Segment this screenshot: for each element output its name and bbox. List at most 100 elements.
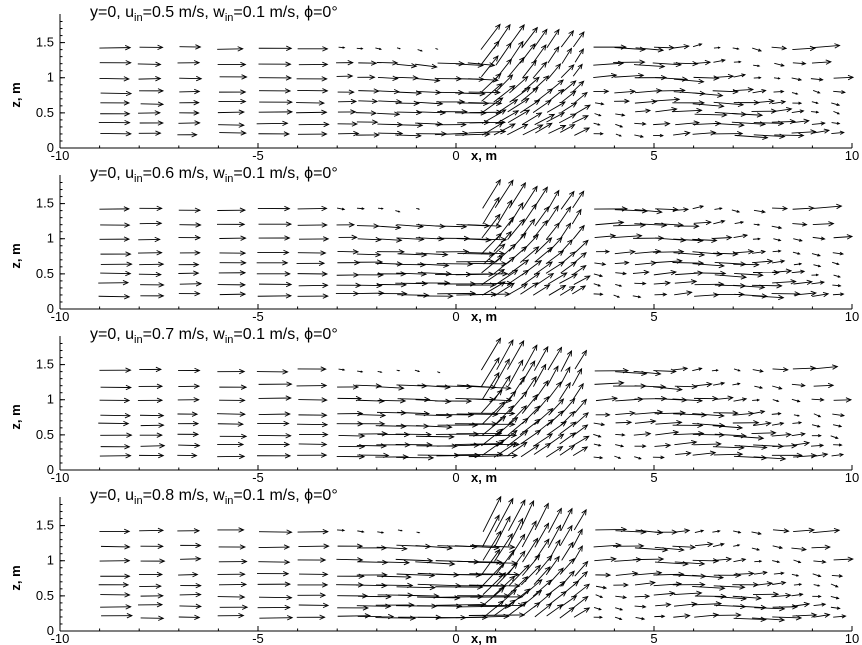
- velocity-arrow: [674, 223, 700, 229]
- velocity-arrow: [574, 91, 588, 104]
- velocity-arrow: [811, 121, 826, 126]
- velocity-arrow: [773, 77, 781, 80]
- velocity-arrow: [672, 44, 690, 50]
- velocity-arrow: [297, 222, 328, 228]
- y-axis-label: z, m: [8, 404, 23, 429]
- velocity-arrow: [811, 110, 820, 114]
- velocity-arrow: [338, 234, 358, 241]
- y-axis-label: z, m: [8, 82, 23, 107]
- velocity-arrow: [138, 271, 162, 278]
- x-axis-label: x, m: [471, 470, 497, 485]
- velocity-arrow: [179, 110, 200, 116]
- velocity-arrow: [545, 555, 560, 576]
- title-mid1: =0.5 m/s, w: [142, 4, 225, 21]
- y-tick-label: 1: [47, 392, 54, 407]
- velocity-arrow: [139, 120, 164, 126]
- velocity-arrow: [813, 413, 822, 418]
- velocity-arrow: [336, 528, 346, 532]
- velocity-arrow: [395, 100, 420, 107]
- x-tick-label: -10: [51, 309, 70, 324]
- velocity-arrow: [830, 596, 840, 600]
- velocity-arrow: [100, 261, 133, 267]
- velocity-arrow: [547, 189, 560, 211]
- velocity-arrow: [298, 236, 330, 242]
- velocity-arrow: [532, 99, 552, 113]
- velocity-arrow: [693, 219, 712, 226]
- velocity-arrow: [508, 550, 526, 575]
- velocity-arrow: [217, 207, 247, 213]
- velocity-arrow: [299, 571, 329, 578]
- y-tick-label: 0: [47, 301, 54, 316]
- velocity-arrow: [177, 411, 199, 417]
- velocity-arrow: [100, 573, 131, 579]
- velocity-arrow: [179, 100, 200, 106]
- velocity-arrow: [548, 539, 561, 561]
- velocity-arrow: [219, 260, 247, 266]
- velocity-arrow: [812, 527, 841, 534]
- y-axis-label: z, m: [8, 565, 23, 590]
- velocity-arrow: [615, 283, 623, 287]
- velocity-arrow: [595, 412, 611, 418]
- velocity-arrow: [811, 59, 832, 65]
- velocity-arrow: [634, 281, 647, 286]
- velocity-arrow: [396, 109, 423, 116]
- velocity-arrow: [792, 221, 808, 227]
- velocity-arrow: [793, 290, 817, 297]
- velocity-arrow: [831, 574, 844, 578]
- velocity-arrow: [480, 23, 501, 50]
- velocity-arrow: [179, 75, 203, 82]
- velocity-arrow: [395, 210, 401, 213]
- velocity-arrow: [357, 236, 382, 243]
- velocity-arrow: [634, 580, 656, 586]
- velocity-arrow: [813, 203, 843, 210]
- velocity-arrow: [752, 249, 767, 255]
- velocity-arrow: [533, 379, 549, 402]
- velocity-arrow: [177, 420, 200, 427]
- velocity-arrow: [508, 232, 527, 252]
- velocity-arrow: [593, 88, 610, 94]
- velocity-arrow: [508, 564, 530, 586]
- velocity-arrow: [594, 556, 617, 562]
- velocity-arrow: [614, 46, 647, 52]
- title-mid2: =0.1 m/s,: [233, 165, 305, 182]
- velocity-arrow: [615, 571, 639, 577]
- velocity-arrow: [296, 100, 326, 106]
- velocity-arrow: [792, 251, 801, 255]
- velocity-arrow: [296, 614, 326, 620]
- velocity-arrow: [654, 410, 687, 416]
- velocity-arrow: [692, 367, 703, 372]
- velocity-arrow: [574, 412, 589, 425]
- title-prefix: y=0, u: [90, 4, 135, 21]
- velocity-arrow: [754, 98, 776, 105]
- velocity-arrow: [521, 185, 538, 210]
- velocity-arrow: [296, 382, 328, 389]
- velocity-arrow: [811, 280, 825, 285]
- x-tick-label: 0: [452, 148, 459, 163]
- velocity-arrow: [593, 422, 606, 427]
- velocity-arrow: [561, 47, 573, 64]
- velocity-arrow: [655, 430, 680, 436]
- velocity-arrow: [468, 77, 499, 83]
- velocity-arrow: [693, 441, 722, 447]
- velocity-arrow: [714, 73, 735, 80]
- velocity-arrow: [140, 615, 165, 621]
- velocity-arrow: [100, 222, 131, 228]
- vector-field: [98, 178, 854, 301]
- velocity-arrow: [415, 63, 438, 69]
- velocity-arrow: [180, 542, 202, 549]
- velocity-arrow: [594, 102, 605, 106]
- velocity-arrow: [217, 61, 247, 68]
- velocity-arrow: [673, 251, 706, 258]
- velocity-arrow: [397, 529, 403, 532]
- velocity-arrow: [481, 428, 504, 447]
- velocity-arrow: [482, 281, 506, 296]
- velocity-arrow: [791, 383, 806, 388]
- velocity-arrow: [830, 606, 841, 610]
- velocity-arrow: [99, 44, 132, 51]
- velocity-arrow: [218, 98, 247, 105]
- velocity-arrow: [655, 206, 679, 213]
- velocity-arrow: [495, 110, 520, 125]
- velocity-arrow: [493, 84, 516, 103]
- velocity-arrow: [810, 77, 824, 82]
- y-tick-label: 0: [47, 140, 54, 155]
